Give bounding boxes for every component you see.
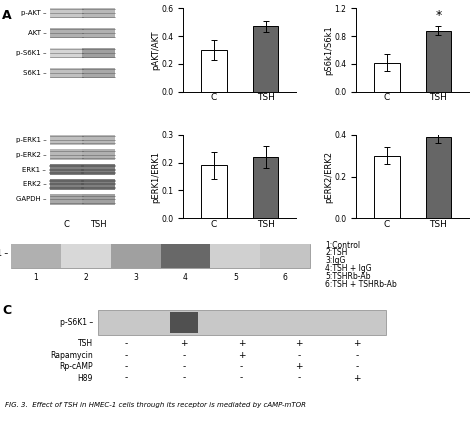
Text: TSH: TSH bbox=[90, 220, 107, 229]
Bar bbox=[82, 68, 115, 78]
Bar bbox=[260, 244, 310, 268]
Text: 5: 5 bbox=[233, 273, 238, 282]
Text: 1:Control: 1:Control bbox=[325, 241, 360, 250]
Text: C: C bbox=[2, 304, 11, 317]
Bar bbox=[110, 244, 161, 268]
Text: H89: H89 bbox=[78, 374, 93, 382]
Text: 3:IgG: 3:IgG bbox=[325, 256, 346, 265]
Text: p-S6K1 –: p-S6K1 – bbox=[0, 249, 8, 258]
Bar bbox=[50, 47, 83, 58]
Bar bbox=[170, 313, 199, 333]
Bar bbox=[50, 27, 83, 38]
Bar bbox=[50, 68, 83, 78]
Bar bbox=[374, 63, 400, 92]
Text: p-S6K1 –: p-S6K1 – bbox=[60, 319, 93, 327]
Text: -: - bbox=[125, 374, 128, 382]
Y-axis label: pS6k1/S6k1: pS6k1/S6k1 bbox=[324, 25, 333, 75]
Text: p-AKT –: p-AKT – bbox=[21, 10, 46, 16]
Text: GAPDH –: GAPDH – bbox=[16, 196, 46, 203]
Bar bbox=[253, 27, 278, 92]
Text: +: + bbox=[238, 339, 246, 349]
Text: FIG. 3.  Effect of TSH in HMEC-1 cells through its receptor is mediated by cAMP-: FIG. 3. Effect of TSH in HMEC-1 cells th… bbox=[5, 402, 306, 408]
Bar bbox=[11, 244, 310, 268]
Text: 5:TSHRb-Ab: 5:TSHRb-Ab bbox=[325, 272, 371, 281]
Bar bbox=[82, 194, 115, 205]
Bar bbox=[82, 47, 115, 58]
Bar bbox=[98, 310, 386, 335]
Bar bbox=[50, 149, 83, 160]
Bar bbox=[426, 137, 451, 218]
Bar bbox=[201, 165, 227, 218]
Text: 4:TSH + IgG: 4:TSH + IgG bbox=[325, 264, 372, 273]
Bar bbox=[82, 149, 115, 160]
Bar bbox=[61, 244, 110, 268]
Bar bbox=[82, 179, 115, 190]
Bar bbox=[50, 194, 83, 205]
Text: -: - bbox=[182, 351, 186, 360]
Text: Rp-cAMP: Rp-cAMP bbox=[59, 362, 93, 371]
Text: -: - bbox=[182, 362, 186, 371]
Text: TSH: TSH bbox=[78, 339, 93, 349]
Bar bbox=[210, 244, 260, 268]
Text: 6:TSH + TSHRb-Ab: 6:TSH + TSHRb-Ab bbox=[325, 280, 397, 288]
Text: -: - bbox=[355, 351, 358, 360]
Text: S6K1 –: S6K1 – bbox=[23, 70, 46, 76]
Bar bbox=[82, 27, 115, 38]
Text: +: + bbox=[353, 339, 361, 349]
Text: 1: 1 bbox=[34, 273, 38, 282]
Text: -: - bbox=[125, 351, 128, 360]
Text: AKT –: AKT – bbox=[27, 30, 46, 36]
Text: -: - bbox=[298, 374, 301, 382]
Text: -: - bbox=[298, 351, 301, 360]
Bar bbox=[253, 157, 278, 218]
Bar bbox=[161, 244, 210, 268]
Bar bbox=[374, 156, 400, 218]
Y-axis label: pERK2/ERK2: pERK2/ERK2 bbox=[324, 151, 333, 203]
Bar bbox=[426, 30, 451, 92]
Text: 4: 4 bbox=[183, 273, 188, 282]
Text: ERK1 –: ERK1 – bbox=[22, 167, 46, 173]
Text: -: - bbox=[355, 362, 358, 371]
Bar bbox=[201, 50, 227, 92]
Text: +: + bbox=[238, 351, 246, 360]
Text: 2: 2 bbox=[83, 273, 88, 282]
Text: ERK2 –: ERK2 – bbox=[23, 181, 46, 187]
Bar bbox=[50, 8, 83, 19]
Text: 6: 6 bbox=[283, 273, 288, 282]
Text: *: * bbox=[435, 9, 442, 22]
Text: +: + bbox=[295, 339, 303, 349]
Text: p-ERK2 –: p-ERK2 – bbox=[16, 151, 46, 157]
Text: 2:TSH: 2:TSH bbox=[325, 248, 347, 257]
Bar bbox=[82, 8, 115, 19]
Y-axis label: pAKT/AKT: pAKT/AKT bbox=[151, 30, 160, 70]
Text: -: - bbox=[182, 374, 186, 382]
Text: +: + bbox=[353, 374, 361, 382]
Text: -: - bbox=[240, 374, 243, 382]
Text: -: - bbox=[125, 362, 128, 371]
Y-axis label: pERK1/ERK1: pERK1/ERK1 bbox=[151, 151, 160, 203]
Text: -: - bbox=[240, 362, 243, 371]
Bar bbox=[50, 164, 83, 175]
Text: +: + bbox=[180, 339, 188, 349]
Bar bbox=[50, 134, 83, 145]
Text: p-ERK1 –: p-ERK1 – bbox=[16, 137, 46, 143]
Text: C: C bbox=[64, 220, 69, 229]
Text: 3: 3 bbox=[133, 273, 138, 282]
Bar bbox=[82, 134, 115, 145]
Text: Rapamycin: Rapamycin bbox=[50, 351, 93, 360]
Text: +: + bbox=[295, 362, 303, 371]
Bar bbox=[342, 313, 371, 333]
Text: -: - bbox=[125, 339, 128, 349]
Bar bbox=[50, 179, 83, 190]
Bar bbox=[112, 313, 141, 333]
Bar bbox=[11, 244, 61, 268]
Text: p-S6K1 –: p-S6K1 – bbox=[16, 50, 46, 56]
Bar bbox=[285, 313, 314, 333]
Bar bbox=[82, 164, 115, 175]
Bar bbox=[227, 313, 256, 333]
Text: A: A bbox=[2, 9, 12, 22]
